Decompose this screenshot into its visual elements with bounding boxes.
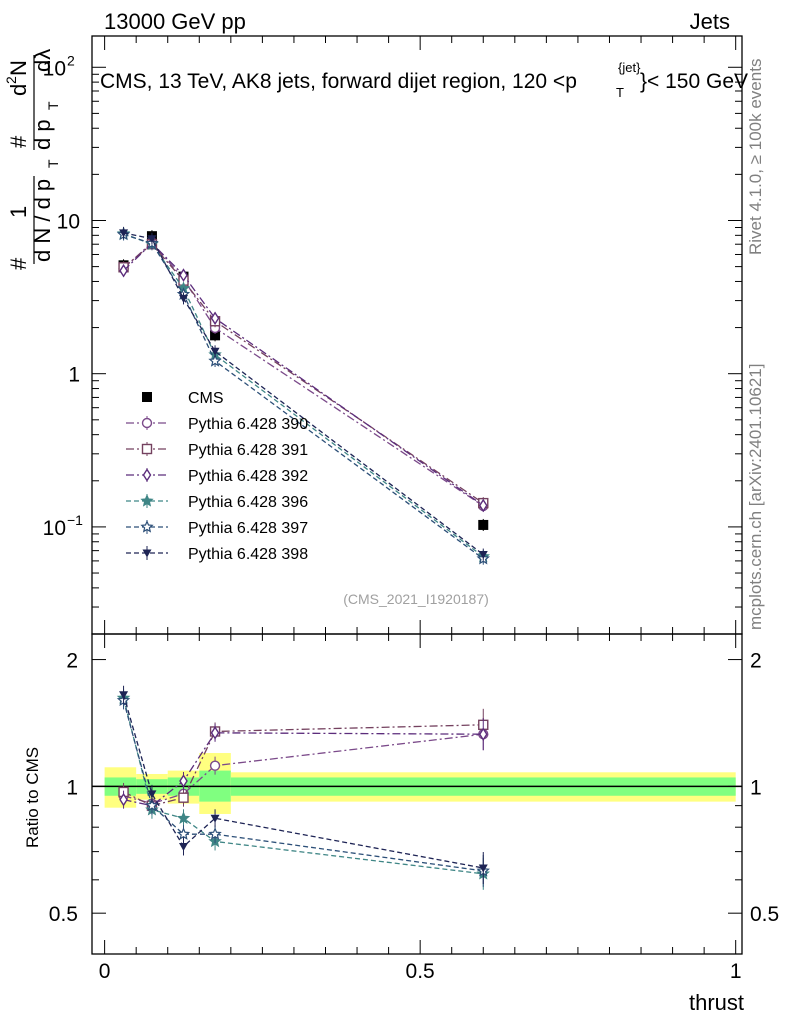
main-y-tick-label: 1 bbox=[68, 364, 80, 387]
legend-label: Pythia 6.428 398 bbox=[188, 546, 308, 563]
ratio-data-point bbox=[119, 691, 129, 700]
main-series-line bbox=[123, 243, 484, 504]
ratio-data-point bbox=[179, 842, 189, 851]
y-frac-top: 1 bbox=[6, 206, 31, 218]
legend-label: Pythia 6.428 392 bbox=[188, 468, 308, 485]
main-y-tick-exponent: −1 bbox=[67, 512, 83, 528]
ratio-y-tick-label-right: 0.5 bbox=[750, 903, 779, 926]
legend-marker bbox=[141, 443, 153, 455]
main-data-point bbox=[210, 311, 220, 326]
ratio-series-line bbox=[122, 700, 484, 872]
ratio-data-point bbox=[210, 726, 220, 740]
y-dlambda: dλ bbox=[30, 49, 55, 72]
legend-marker bbox=[140, 493, 154, 507]
main-plot-frame bbox=[91, 35, 743, 635]
category-label: Jets bbox=[690, 9, 730, 34]
ratio-uncertainty-bands bbox=[92, 753, 742, 814]
rivet-label: Rivet 4.1.0, ≥ 100k events bbox=[746, 59, 765, 255]
y-hash-1: # bbox=[6, 257, 31, 270]
main-data-point bbox=[210, 347, 220, 356]
ratio-plot bbox=[116, 685, 490, 890]
y-den2: d p bbox=[30, 119, 55, 150]
legend-marker bbox=[142, 468, 152, 482]
ratio-plot-frame bbox=[91, 633, 743, 955]
title-superscript: {jet} bbox=[618, 60, 641, 75]
ratio-data-point bbox=[178, 792, 189, 803]
ratio-data-point bbox=[210, 814, 220, 823]
ratio-data-point bbox=[145, 798, 159, 812]
ratio-data-point bbox=[478, 727, 488, 742]
legend: CMS Pythia 6.428 390 Pythia 6.428 391 Pythi… bbox=[126, 390, 308, 563]
main-data-point bbox=[478, 551, 488, 560]
legend-label: Pythia 6.428 391 bbox=[188, 442, 308, 459]
main-data-point bbox=[210, 330, 221, 341]
y-n2: N bbox=[6, 60, 31, 76]
main-data-point bbox=[147, 235, 157, 244]
chart-title: CMS, 13 TeV, AK8 jets, forward dijet reg… bbox=[100, 60, 748, 100]
ratio-data-point bbox=[176, 827, 191, 840]
ratio-data-point bbox=[147, 790, 157, 799]
main-plot bbox=[116, 226, 490, 565]
y-frac-sub: T bbox=[45, 159, 61, 168]
x-tick-label: 0.5 bbox=[406, 960, 435, 983]
ratio-y-tick-label-left: 1 bbox=[66, 776, 78, 799]
ratio-data-point bbox=[119, 792, 128, 807]
ratio-y-tick-label-right: 2 bbox=[750, 650, 762, 673]
y-den2-sub: T bbox=[45, 101, 61, 110]
legend-label: Pythia 6.428 396 bbox=[188, 494, 308, 511]
title-prefix: CMS, 13 TeV, AK8 jets, forward dijet reg… bbox=[100, 70, 577, 93]
legend-marker bbox=[140, 519, 154, 533]
ratio-data-point bbox=[478, 864, 488, 873]
mcplots-label: mcplots.cern.ch [arXiv:2401.10621] bbox=[746, 364, 765, 630]
ratio-y-tick-label-left: 2 bbox=[66, 650, 78, 673]
main-data-point bbox=[179, 268, 188, 282]
legend-label: Pythia 6.428 390 bbox=[188, 416, 308, 433]
ratio-y-label: Ratio to CMS bbox=[23, 747, 42, 848]
ratio-data-point bbox=[208, 827, 222, 840]
main-series-line bbox=[123, 242, 484, 507]
legend-label: Pythia 6.428 397 bbox=[188, 520, 308, 537]
title-suffix: }< 150 GeV bbox=[640, 70, 748, 93]
main-y-tick-exponent: 2 bbox=[67, 52, 75, 68]
main-data-point bbox=[119, 229, 129, 238]
ratio-y-tick-label-right: 1 bbox=[750, 776, 762, 799]
y-d2: d bbox=[6, 84, 31, 96]
legend-marker bbox=[142, 549, 152, 558]
main-y-tick-label: 10 bbox=[57, 210, 80, 233]
main-y-tick-label: 10 bbox=[43, 517, 66, 540]
main-data-point bbox=[119, 263, 128, 278]
title-subscript: T bbox=[616, 85, 624, 100]
legend-marker bbox=[141, 417, 153, 429]
main-y-tick-label: 10 bbox=[43, 57, 66, 80]
y-hash-2: # bbox=[6, 135, 31, 148]
ratio-y-tick-label-left: 0.5 bbox=[49, 903, 78, 926]
main-series-line bbox=[123, 241, 484, 507]
main-data-point bbox=[478, 498, 488, 513]
x-tick-label: 0 bbox=[99, 960, 111, 983]
legend-marker bbox=[142, 392, 152, 402]
x-tick-label: 1 bbox=[730, 960, 742, 983]
ratio-data-point bbox=[179, 774, 188, 788]
y-two: 2 bbox=[3, 76, 19, 84]
ratio-data-point bbox=[209, 760, 221, 771]
analysis-watermark: (CMS_2021_I1920187) bbox=[343, 591, 489, 607]
ratio-data-point bbox=[176, 811, 191, 824]
x-axis-label: thrust bbox=[689, 990, 744, 1015]
legend-label: CMS bbox=[188, 390, 224, 407]
main-y-axis-label: # 1 d N / d p T # d 2 N d p T dλ bbox=[3, 49, 61, 270]
main-data-point bbox=[179, 294, 189, 303]
energy-label: 13000 GeV pp bbox=[104, 9, 246, 34]
y-frac-bottom: d N / d p bbox=[30, 179, 55, 262]
main-data-point bbox=[478, 519, 489, 530]
main-data-point bbox=[208, 353, 222, 367]
